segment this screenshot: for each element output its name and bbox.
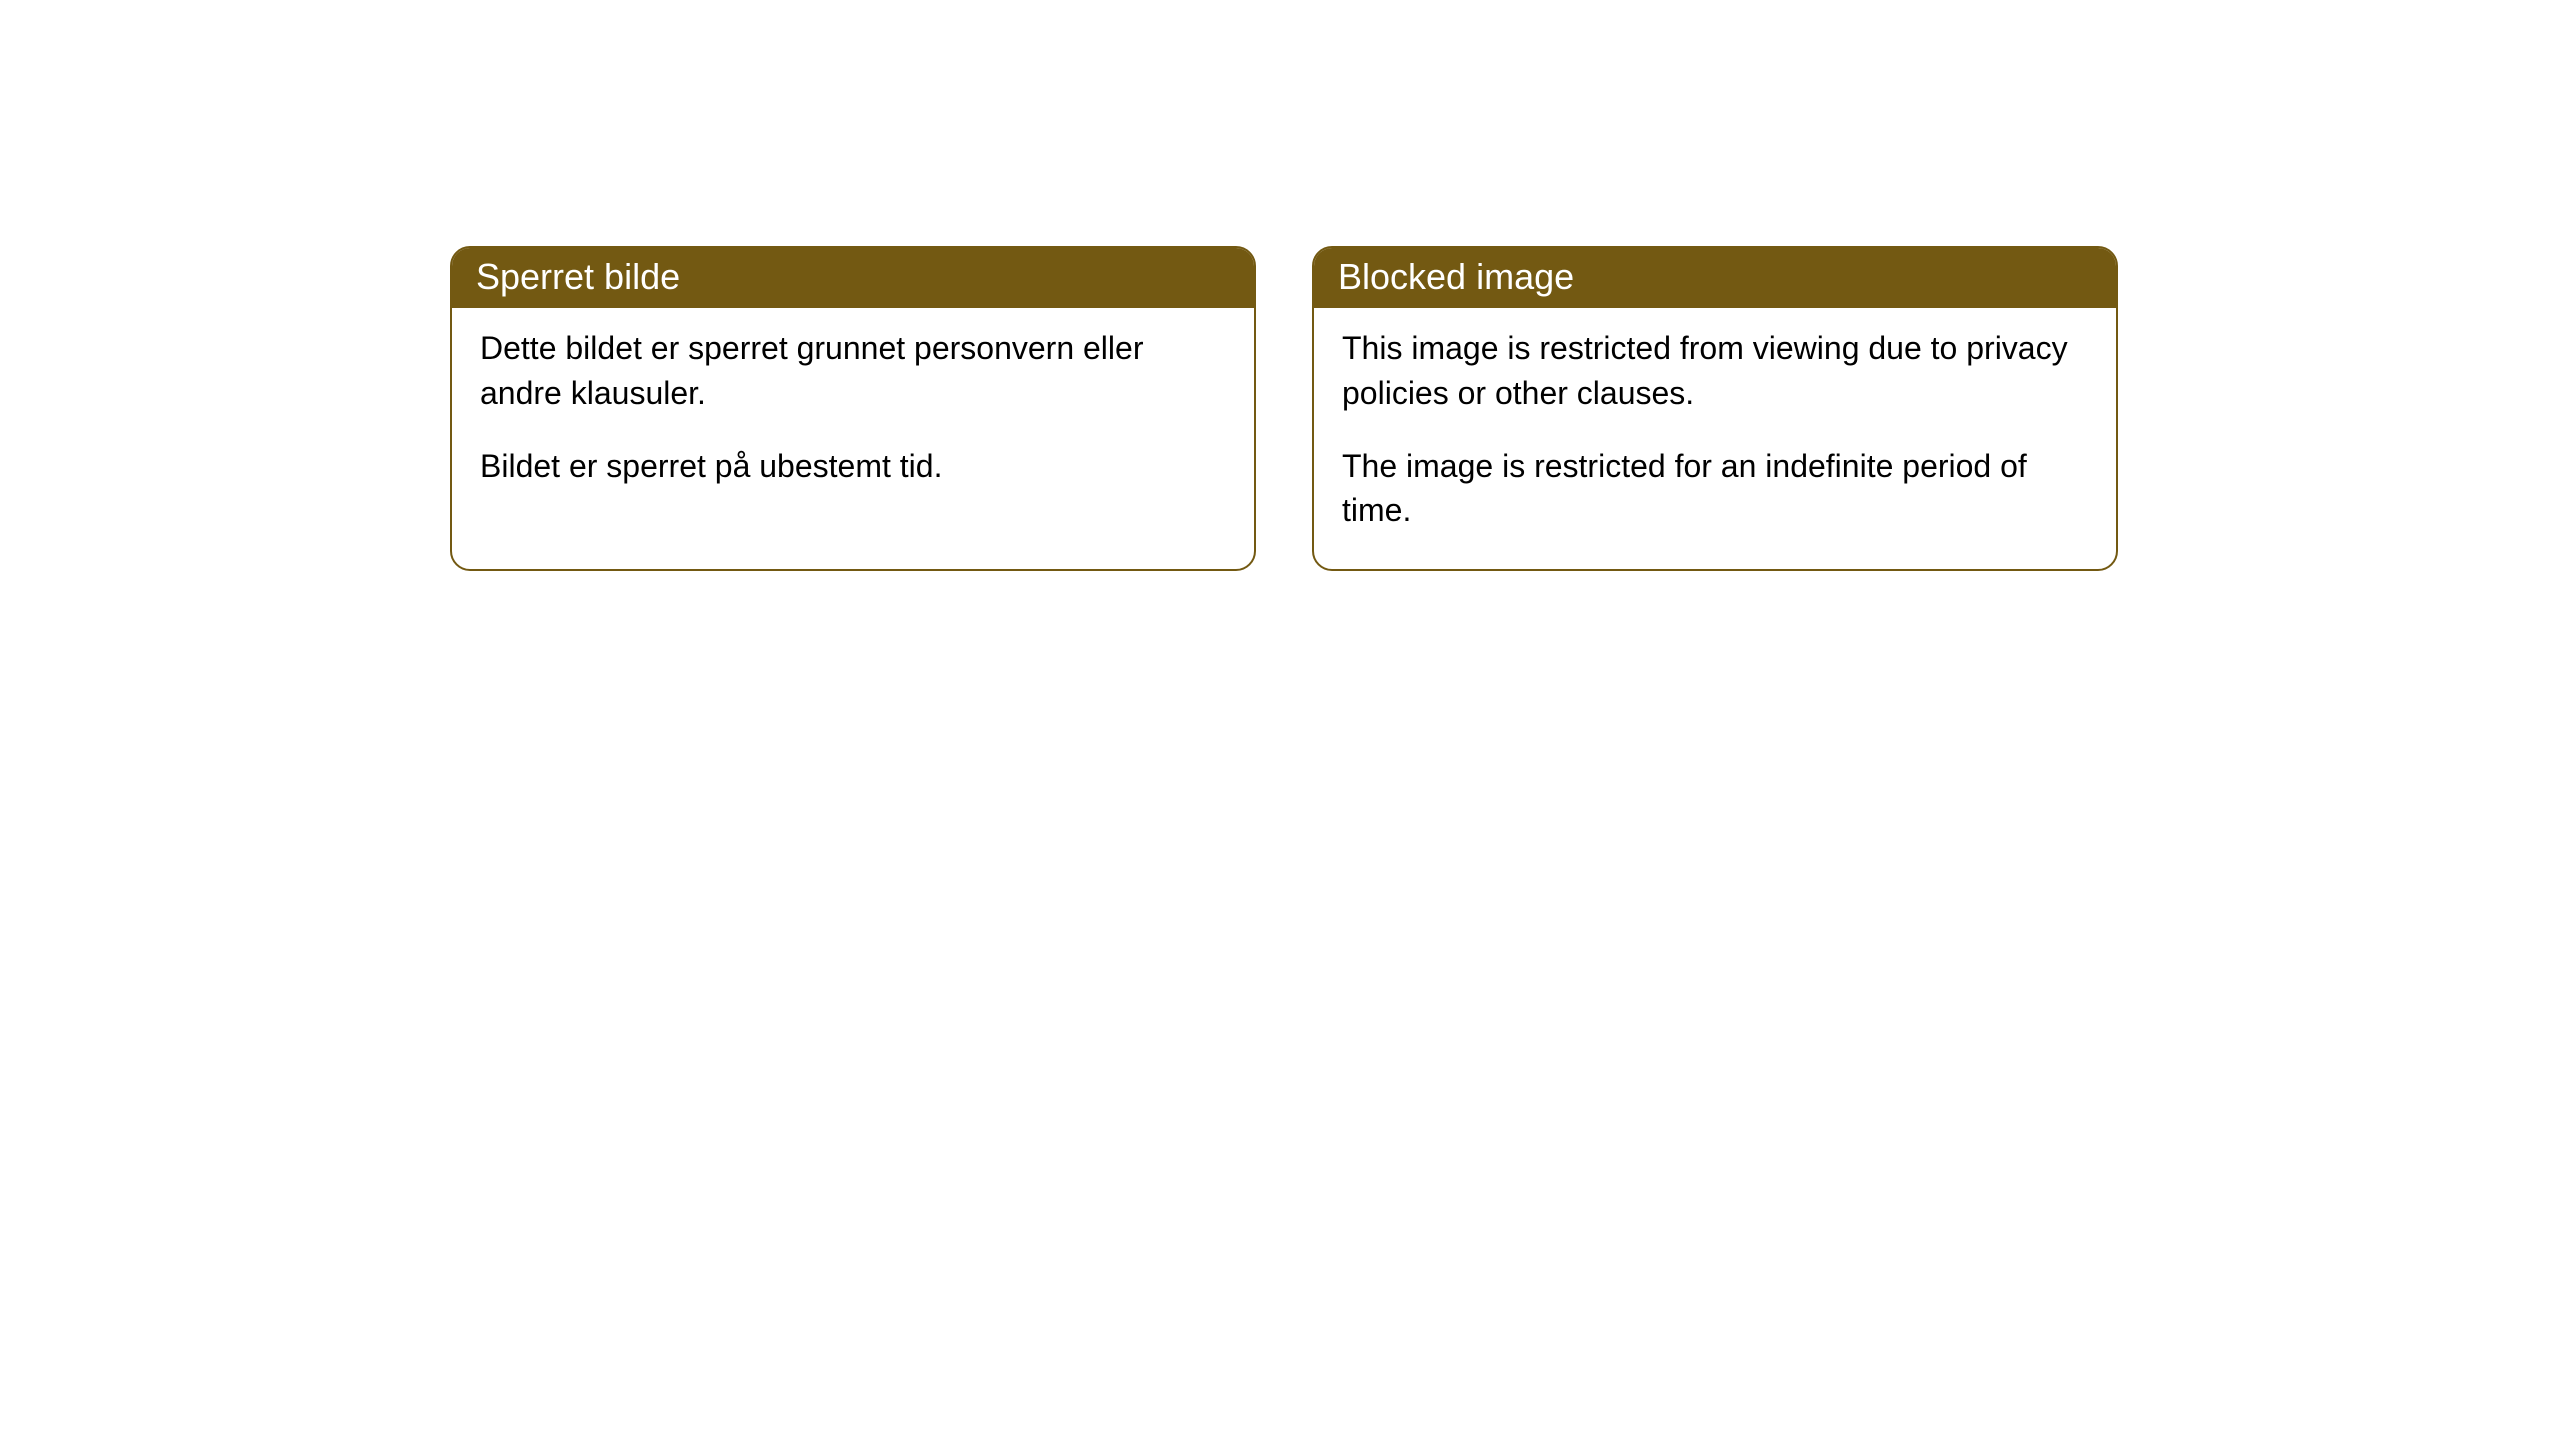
notice-card-english: Blocked image This image is restricted f… (1312, 246, 2118, 571)
card-text-line: Dette bildet er sperret grunnet personve… (480, 326, 1226, 416)
notice-card-norwegian: Sperret bilde Dette bildet er sperret gr… (450, 246, 1256, 571)
card-body-english: This image is restricted from viewing du… (1314, 308, 2116, 569)
card-header-english: Blocked image (1314, 248, 2116, 308)
card-body-norwegian: Dette bildet er sperret grunnet personve… (452, 308, 1254, 524)
card-text-line: Bildet er sperret på ubestemt tid. (480, 444, 1226, 489)
card-text-line: This image is restricted from viewing du… (1342, 326, 2088, 416)
card-header-norwegian: Sperret bilde (452, 248, 1254, 308)
notice-container: Sperret bilde Dette bildet er sperret gr… (450, 246, 2118, 571)
card-text-line: The image is restricted for an indefinit… (1342, 444, 2088, 534)
